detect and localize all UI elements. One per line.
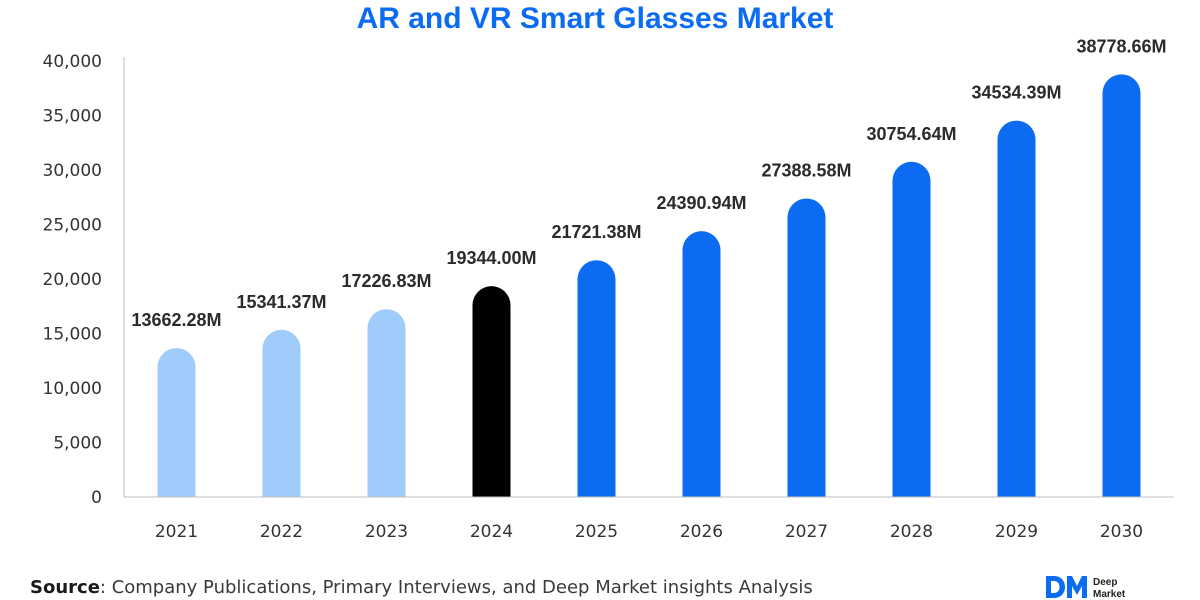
bar-2026: [682, 231, 721, 498]
value-label-2023: 17226.83M: [341, 271, 431, 291]
value-labels: 13662.28M 15341.37M 17226.83M 19344.00M 2172…: [131, 36, 1166, 330]
value-label-2021: 13662.28M: [131, 310, 221, 330]
y-axis: 0 5,000 10,000 15,000 20,000 25,000 30,000 35,0…: [43, 52, 125, 508]
x-tick-label: 2021: [155, 522, 198, 542]
source-note: Source: Company Publications, Primary In…: [30, 576, 813, 600]
bar-2029: [997, 120, 1036, 497]
value-label-2029: 34534.39M: [971, 83, 1061, 103]
value-label-2030: 38778.66M: [1076, 36, 1166, 56]
value-label-2026: 24390.94M: [656, 193, 746, 213]
bar-2024: [472, 286, 511, 497]
y-tick-label: 10,000: [43, 379, 102, 399]
value-label-2022: 15341.37M: [236, 292, 326, 312]
value-label-2027: 27388.58M: [761, 160, 851, 180]
bars: [157, 74, 1141, 498]
value-label-2025: 21721.38M: [551, 222, 641, 242]
value-label-2024: 19344.00M: [446, 248, 536, 268]
x-tick-label: 2027: [785, 522, 828, 542]
x-tick-label: 2023: [365, 522, 408, 542]
source-text: : Company Publications, Primary Intervie…: [99, 577, 813, 598]
y-tick-label: 35,000: [43, 107, 102, 127]
brand-name-line1: Deep: [1093, 577, 1117, 588]
bar-2030: [1102, 74, 1141, 497]
y-tick-label: 15,000: [43, 325, 102, 345]
brand-name-line2: Market: [1093, 589, 1126, 600]
source-label: Source: [30, 577, 100, 598]
x-axis: 2021 2022 2023 2024 2025 2026 2027 2028 2029 2030: [124, 496, 1174, 542]
y-tick-label: 40,000: [43, 52, 102, 72]
bar-2028: [892, 161, 931, 498]
bar-2023: [367, 309, 406, 497]
x-tick-label: 2029: [995, 522, 1038, 542]
x-tick-label: 2025: [575, 522, 618, 542]
y-tick-label: 0: [91, 488, 102, 508]
bar-2022: [262, 329, 301, 497]
bar-2027: [787, 198, 826, 497]
bar-2021: [157, 348, 196, 497]
x-tick-label: 2028: [890, 522, 933, 542]
y-tick-label: 25,000: [43, 216, 102, 236]
x-tick-label: 2022: [260, 522, 303, 542]
y-tick-label: 20,000: [43, 270, 102, 290]
x-tick-label: 2026: [680, 522, 723, 542]
bar-2025: [577, 260, 616, 497]
x-tick-label: 2030: [1100, 522, 1143, 542]
value-label-2028: 30754.64M: [866, 124, 956, 144]
brand-logo: Deep Market: [1046, 574, 1166, 600]
y-tick-label: 30,000: [43, 161, 102, 181]
x-tick-label: 2024: [470, 522, 513, 542]
dm-monogram-icon: [1046, 576, 1087, 598]
chart-title: AR and VR Smart Glasses Market: [356, 2, 834, 35]
y-tick-label: 5,000: [53, 434, 102, 454]
deep-market-logo-icon: Deep Market: [1046, 576, 1126, 600]
